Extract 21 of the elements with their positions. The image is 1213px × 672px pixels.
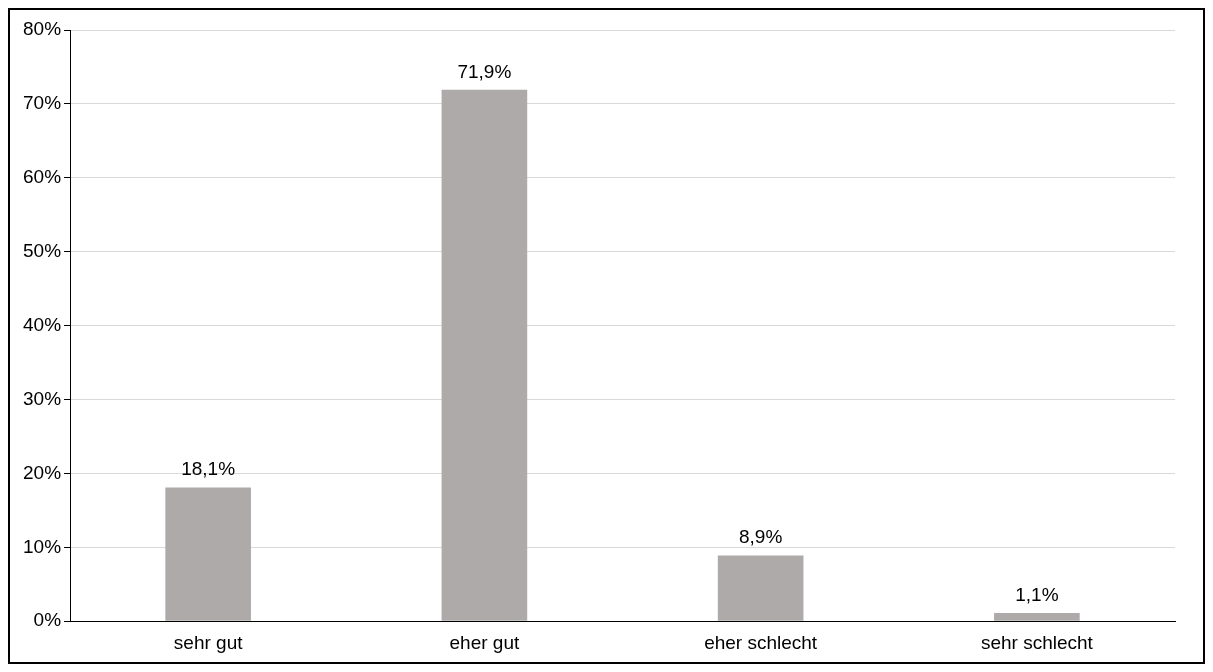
bar <box>717 555 804 621</box>
x-tick-label: eher gut <box>449 631 520 653</box>
y-tick-label: 0% <box>33 609 62 631</box>
x-tick-label: sehr gut <box>173 631 244 653</box>
data-label: 8,9% <box>738 526 783 548</box>
y-tick-label: 20% <box>23 461 62 483</box>
y-tick-label: 60% <box>23 166 62 188</box>
bar <box>441 89 528 621</box>
data-label: 1,1% <box>1015 583 1059 605</box>
bar <box>994 613 1080 621</box>
y-tick-label: 70% <box>23 92 62 114</box>
y-tick-label: 10% <box>23 535 62 557</box>
y-tick-label: 40% <box>23 313 62 335</box>
data-label: 18,1% <box>181 458 236 480</box>
y-tick-label: 30% <box>23 387 62 409</box>
y-tick-label: 80% <box>23 18 62 40</box>
y-tick-label: 50% <box>23 239 62 261</box>
bar <box>165 487 251 621</box>
data-label: 71,9% <box>457 60 512 82</box>
x-tick-label: sehr schlecht <box>980 631 1094 653</box>
x-tick-label: eher schlecht <box>704 631 818 653</box>
